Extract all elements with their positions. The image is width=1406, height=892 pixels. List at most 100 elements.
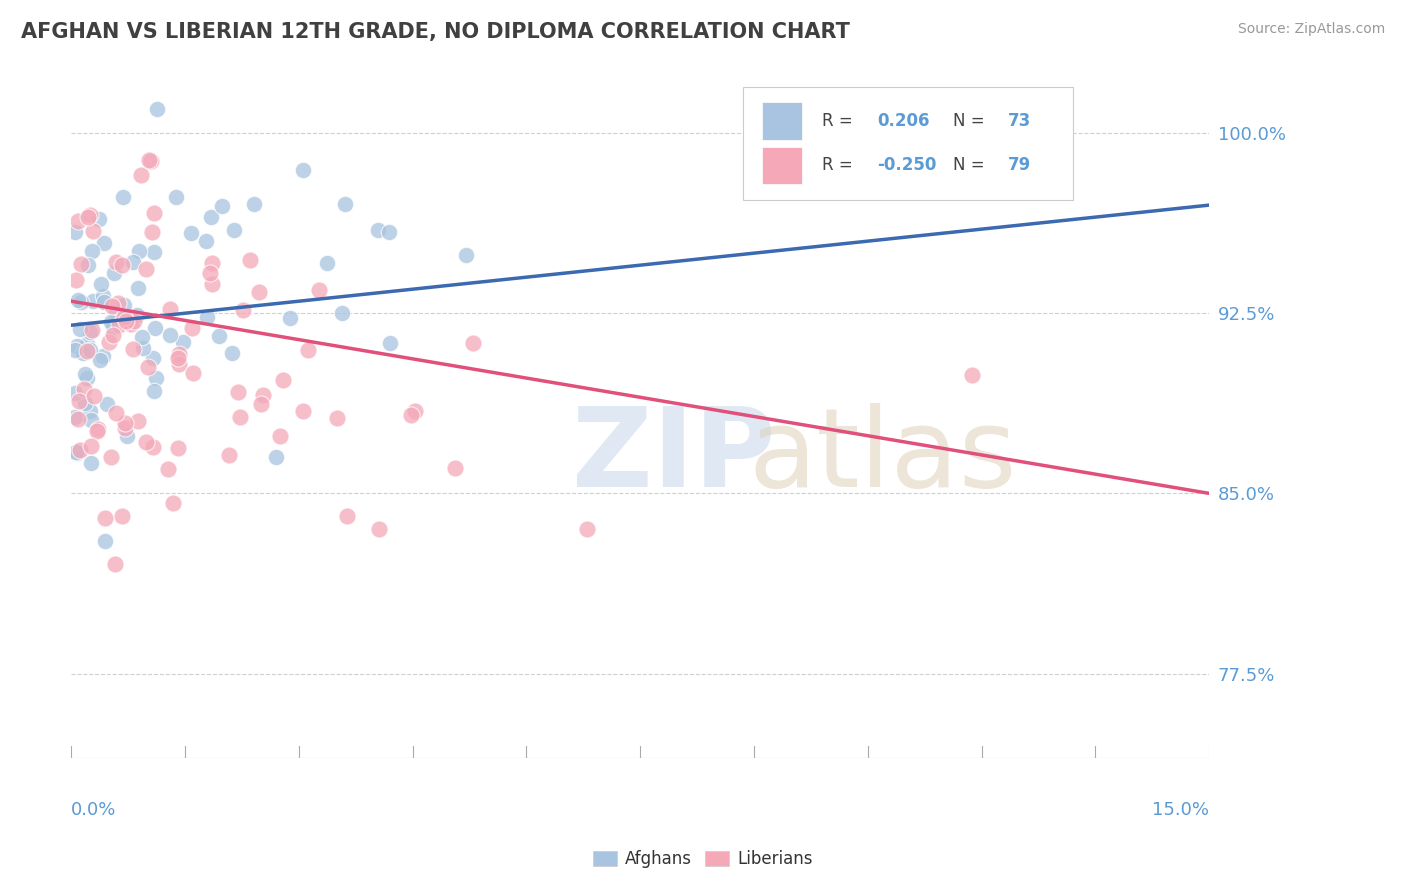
- Point: [94, 534, 117, 549]
- Point: [159, 327, 181, 342]
- Point: [222, 223, 245, 237]
- Point: [100, 314, 122, 328]
- Text: atlas: atlas: [748, 403, 1017, 510]
- Point: [444, 460, 467, 475]
- Point: [104, 558, 127, 572]
- Text: 0.206: 0.206: [877, 112, 929, 130]
- Point: [101, 327, 124, 342]
- Point: [330, 306, 353, 320]
- Point: [115, 428, 138, 442]
- Point: [264, 450, 287, 464]
- Point: [73, 382, 96, 396]
- Point: [114, 421, 136, 435]
- Point: [172, 334, 194, 349]
- Point: [80, 244, 103, 259]
- Point: [86, 424, 108, 438]
- Point: [76, 210, 98, 224]
- Point: [135, 261, 157, 276]
- Text: 73: 73: [1008, 112, 1031, 130]
- Text: 15.0%: 15.0%: [1152, 801, 1209, 819]
- Point: [308, 283, 330, 297]
- Point: [201, 277, 224, 292]
- Text: 79: 79: [1008, 156, 1031, 175]
- Point: [252, 388, 274, 402]
- Point: [69, 257, 91, 271]
- Point: [82, 293, 104, 308]
- Point: [269, 428, 291, 442]
- Point: [122, 255, 145, 269]
- Point: [271, 373, 294, 387]
- Point: [115, 314, 138, 328]
- Point: [80, 413, 103, 427]
- Text: R =: R =: [823, 156, 858, 175]
- Point: [108, 318, 131, 332]
- Point: [90, 277, 112, 292]
- Text: 0.0%: 0.0%: [72, 801, 117, 819]
- Point: [142, 205, 165, 219]
- Point: [135, 434, 157, 449]
- Point: [141, 154, 163, 169]
- Point: [208, 329, 231, 343]
- Point: [378, 225, 401, 239]
- Point: [226, 385, 249, 400]
- Point: [66, 339, 89, 353]
- Point: [120, 317, 142, 331]
- Point: [292, 162, 315, 177]
- Point: [80, 456, 103, 470]
- Point: [169, 357, 191, 371]
- Point: [142, 351, 165, 365]
- Point: [138, 153, 160, 167]
- Point: [103, 267, 125, 281]
- Point: [104, 406, 127, 420]
- Point: [401, 408, 423, 422]
- Point: [69, 294, 91, 309]
- Point: [335, 197, 357, 211]
- Point: [80, 323, 103, 337]
- Point: [367, 523, 389, 537]
- Point: [200, 255, 222, 269]
- Point: [89, 352, 111, 367]
- Text: -0.250: -0.250: [877, 156, 936, 175]
- Point: [73, 395, 96, 409]
- Point: [575, 522, 598, 536]
- Point: [105, 255, 128, 269]
- Point: [86, 422, 108, 436]
- Point: [181, 366, 204, 380]
- Point: [162, 496, 184, 510]
- Point: [143, 244, 166, 259]
- FancyBboxPatch shape: [742, 87, 1073, 200]
- Point: [156, 462, 179, 476]
- Point: [167, 347, 190, 361]
- Point: [404, 404, 426, 418]
- Point: [96, 397, 118, 411]
- Point: [67, 411, 90, 425]
- Point: [100, 450, 122, 465]
- Point: [112, 310, 135, 324]
- Point: [232, 303, 254, 318]
- Point: [247, 285, 270, 300]
- Point: [454, 248, 477, 262]
- Point: [105, 305, 128, 319]
- Point: [194, 234, 217, 248]
- Point: [93, 236, 115, 251]
- Point: [76, 371, 98, 385]
- Point: [221, 346, 243, 360]
- Point: [77, 258, 100, 272]
- Point: [111, 508, 134, 523]
- Point: [143, 321, 166, 335]
- Point: [159, 301, 181, 316]
- FancyBboxPatch shape: [762, 102, 801, 140]
- Point: [76, 336, 98, 351]
- Point: [94, 511, 117, 525]
- Point: [65, 273, 87, 287]
- Point: [91, 288, 114, 302]
- Point: [463, 336, 485, 351]
- Point: [129, 168, 152, 182]
- Point: [297, 343, 319, 358]
- Point: [278, 311, 301, 326]
- Point: [72, 345, 94, 359]
- Point: [181, 321, 204, 335]
- Point: [69, 322, 91, 336]
- Point: [326, 411, 349, 425]
- Legend: Afghans, Liberians: Afghans, Liberians: [586, 844, 820, 875]
